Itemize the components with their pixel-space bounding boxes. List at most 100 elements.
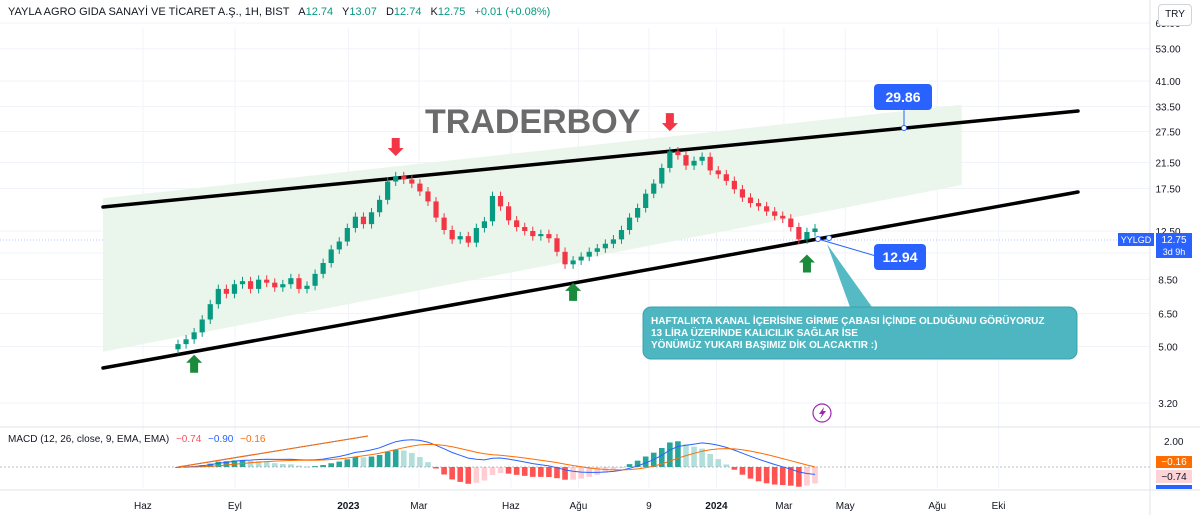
candle: [409, 175, 415, 189]
macd-bar: [610, 467, 617, 471]
candle: [433, 197, 439, 223]
candle: [626, 213, 633, 235]
macd-bar: [618, 467, 625, 468]
x-tick-label: 2024: [705, 501, 728, 512]
macd-bar: [441, 467, 447, 475]
candle: [788, 214, 794, 232]
candle: [578, 252, 584, 265]
macd-bar: [538, 467, 544, 477]
candle: [417, 179, 423, 196]
annotation-line-2: 13 LİRA ÜZERİNDE KALICILIK SAĞLAR İSE: [651, 326, 858, 339]
candle: [796, 222, 802, 244]
macd-bar: [255, 461, 262, 467]
macd-bar: [328, 463, 335, 467]
badge-upper-text: 29.86: [885, 89, 920, 105]
macd-bar: [465, 467, 472, 484]
candle: [691, 156, 697, 171]
candle: [247, 276, 254, 294]
candle: [505, 201, 512, 225]
x-tick-label: Haz: [134, 501, 152, 512]
macd-bar: [578, 467, 584, 479]
macd-bar: [707, 453, 713, 467]
candle: [207, 299, 213, 324]
macd-bar: [796, 467, 802, 487]
candle: [296, 273, 302, 294]
macd-bar: [231, 460, 238, 467]
candle: [449, 225, 455, 244]
symbol-tag: [1118, 233, 1154, 246]
candle: [570, 256, 576, 269]
candle: [699, 152, 705, 166]
macd-bar: [747, 467, 754, 479]
macd-bar: [812, 467, 818, 484]
candle: [385, 177, 391, 205]
currency-button[interactable]: TRY: [1158, 4, 1192, 26]
macd-bar: [352, 457, 359, 467]
macd-bar: [642, 456, 649, 467]
price-tick-label: 21.50: [1155, 159, 1180, 170]
candle: [530, 226, 536, 241]
macd-bar: [215, 461, 222, 467]
macd-bar: [271, 463, 278, 467]
macd-bar: [763, 467, 770, 484]
candles: [175, 146, 818, 354]
x-tick-label: Mar: [410, 501, 428, 512]
x-tick-label: Eki: [992, 501, 1006, 512]
macd-signal-value: −0.16: [240, 434, 266, 445]
macd-bar: [449, 467, 455, 480]
candle: [360, 212, 367, 229]
macd-bar: [360, 457, 367, 467]
candle: [659, 163, 665, 189]
candle: [481, 216, 488, 233]
candle: [618, 225, 625, 244]
x-tick-label: Eyl: [228, 501, 242, 512]
candle: [667, 146, 673, 173]
candle: [546, 229, 552, 243]
annotation-line-1: HAFTALIKTA KANAL İÇERİSİNE GİRME ÇABASI …: [651, 314, 1045, 327]
macd-bar: [529, 467, 536, 477]
price-tick-label: 41.00: [1155, 77, 1180, 88]
macd-bar: [626, 464, 633, 467]
macd-bar: [658, 448, 665, 467]
x-tick-label: Haz: [502, 501, 520, 512]
candle: [272, 278, 278, 292]
macd-bar: [804, 467, 810, 486]
candle: [739, 184, 746, 202]
macd-bar: [481, 467, 488, 481]
macd-signal-tag: −0.16: [1161, 457, 1187, 468]
candle: [812, 224, 818, 237]
macd-bar: [376, 454, 383, 467]
macd-bar: [425, 462, 431, 467]
macd-bar: [336, 461, 343, 467]
candle: [489, 191, 496, 226]
macd-title: MACD (12, 26, close, 9, EMA, EMA): [8, 434, 170, 445]
candle: [755, 198, 762, 211]
macd-bar: [457, 467, 464, 482]
candle: [393, 171, 399, 187]
lower-trendline: [101, 190, 1080, 370]
badge-lower: [874, 244, 926, 270]
candle: [352, 212, 358, 233]
macd-bar: [731, 467, 738, 470]
candle: [199, 315, 205, 337]
macd-header: MACD (12, 26, close, 9, EMA, EMA) −0.74 …: [8, 434, 265, 445]
candle: [175, 339, 181, 354]
macd-bar: [223, 461, 230, 467]
up-arrow-icon: [798, 254, 815, 273]
down-arrow-icon: [387, 138, 404, 157]
candle: [747, 193, 754, 208]
candle: [723, 169, 729, 186]
arrow-markers: [186, 113, 815, 373]
macd-bar: [489, 467, 496, 475]
macd-bar: [320, 465, 326, 467]
candle: [522, 222, 528, 236]
macd-line-value: −0.90: [208, 434, 234, 445]
x-tick-label: May: [836, 501, 855, 512]
macd-bar: [699, 448, 705, 467]
macd-bar: [788, 467, 794, 486]
candle: [780, 211, 786, 224]
x-tick-label: Mar: [775, 501, 793, 512]
candle: [651, 179, 657, 199]
macd-pane: [0, 435, 1150, 487]
